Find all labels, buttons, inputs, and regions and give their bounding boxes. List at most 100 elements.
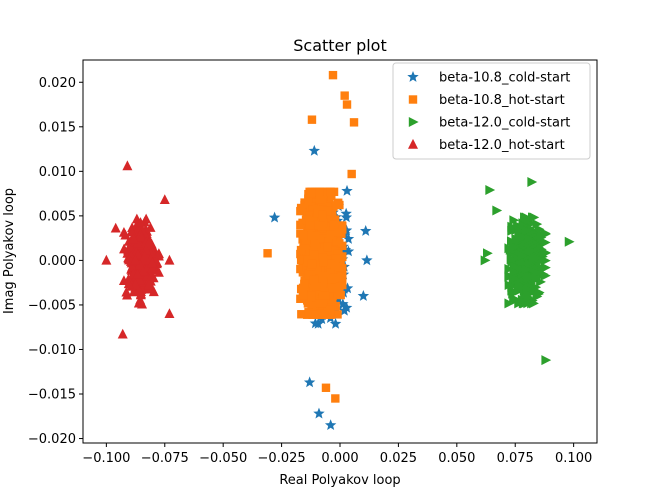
- data-point: [268, 211, 281, 223]
- data-point: [540, 237, 551, 248]
- data-point: [515, 226, 526, 237]
- data-point: [310, 239, 320, 248]
- data-point: [330, 261, 340, 271]
- data-point: [135, 294, 146, 305]
- data-point: [299, 230, 308, 240]
- data-point: [153, 248, 164, 259]
- data-point: [527, 177, 538, 188]
- data-point: [119, 243, 130, 254]
- data-point: [504, 279, 515, 290]
- x-tick-label: 0.025: [380, 451, 417, 466]
- data-point: [120, 229, 131, 240]
- data-point: [309, 197, 319, 206]
- data-point: [122, 160, 133, 171]
- data-point: [309, 310, 318, 319]
- legend-item: beta-12.0_cold-start: [408, 116, 570, 131]
- data-point: [342, 100, 352, 109]
- data-point: [144, 274, 155, 285]
- y-tick-label: 0.000: [39, 254, 76, 269]
- data-point: [314, 303, 324, 313]
- data-point: [506, 236, 517, 247]
- data-point: [336, 272, 345, 282]
- data-point: [123, 278, 134, 289]
- data-point: [326, 230, 335, 240]
- data-point: [313, 407, 325, 419]
- data-point: [342, 233, 355, 244]
- data-point: [361, 254, 373, 266]
- series-beta-12.0_hot-start: [101, 160, 175, 339]
- data-point: [529, 298, 539, 309]
- legend-marker: [408, 117, 419, 127]
- data-point: [326, 226, 335, 235]
- y-tick-label: 0.005: [39, 209, 76, 224]
- data-point: [540, 247, 551, 258]
- x-tick-label: −0.025: [258, 451, 306, 466]
- data-point: [532, 273, 542, 284]
- data-point: [532, 219, 543, 230]
- data-point: [333, 288, 342, 298]
- data-point: [327, 201, 337, 210]
- data-point: [308, 205, 317, 214]
- data-point: [301, 241, 310, 250]
- data-point: [319, 258, 328, 267]
- legend-marker: [408, 138, 418, 149]
- data-point: [329, 317, 342, 329]
- series-beta-12.0_cold-start: [480, 177, 575, 366]
- data-point: [531, 282, 542, 293]
- data-point: [480, 255, 491, 266]
- data-point: [329, 220, 338, 230]
- data-point: [306, 226, 316, 236]
- data-point: [525, 272, 536, 283]
- data-point: [308, 144, 321, 156]
- data-point: [296, 245, 306, 255]
- data-point: [307, 291, 316, 300]
- data-point: [135, 217, 146, 227]
- data-point: [333, 310, 342, 319]
- data-point: [140, 244, 151, 255]
- data-point: [504, 243, 515, 254]
- data-point: [335, 282, 344, 291]
- data-point: [316, 309, 325, 319]
- data-point: [514, 280, 525, 291]
- data-point: [148, 286, 159, 297]
- data-point: [510, 242, 520, 253]
- data-point: [521, 225, 532, 236]
- data-point: [340, 301, 353, 313]
- x-axis: −0.100 −0.075 −0.050 −0.025 0.000 0.025 0.050 0…: [82, 443, 592, 466]
- data-point: [318, 210, 327, 220]
- data-point: [311, 295, 321, 305]
- data-point: [524, 233, 535, 244]
- data-point: [323, 242, 332, 252]
- scatter-points: [101, 70, 575, 431]
- data-point: [324, 419, 337, 431]
- series-beta-10.8_hot-start: [263, 70, 359, 403]
- data-point: [303, 200, 313, 209]
- data-point: [312, 265, 322, 275]
- data-point: [306, 189, 316, 198]
- data-point: [509, 215, 520, 226]
- data-point: [307, 259, 317, 269]
- data-point: [315, 187, 324, 197]
- data-point: [330, 215, 340, 224]
- data-point: [134, 274, 145, 285]
- data-point: [303, 376, 316, 388]
- data-point: [153, 267, 164, 277]
- data-point: [317, 248, 327, 257]
- data-point: [326, 306, 335, 315]
- data-point: [298, 291, 308, 300]
- data-point: [136, 231, 147, 242]
- data-point: [326, 259, 335, 268]
- data-point: [334, 228, 343, 237]
- data-point: [297, 255, 306, 264]
- data-point: [303, 258, 312, 267]
- data-point: [130, 254, 141, 265]
- data-point: [337, 298, 349, 309]
- data-point: [340, 91, 349, 100]
- data-point: [127, 261, 138, 272]
- data-point: [485, 185, 496, 196]
- y-tick-label: −0.005: [28, 298, 76, 313]
- data-point: [535, 261, 546, 272]
- data-point: [540, 270, 551, 281]
- data-point: [159, 194, 170, 205]
- data-point: [263, 249, 272, 258]
